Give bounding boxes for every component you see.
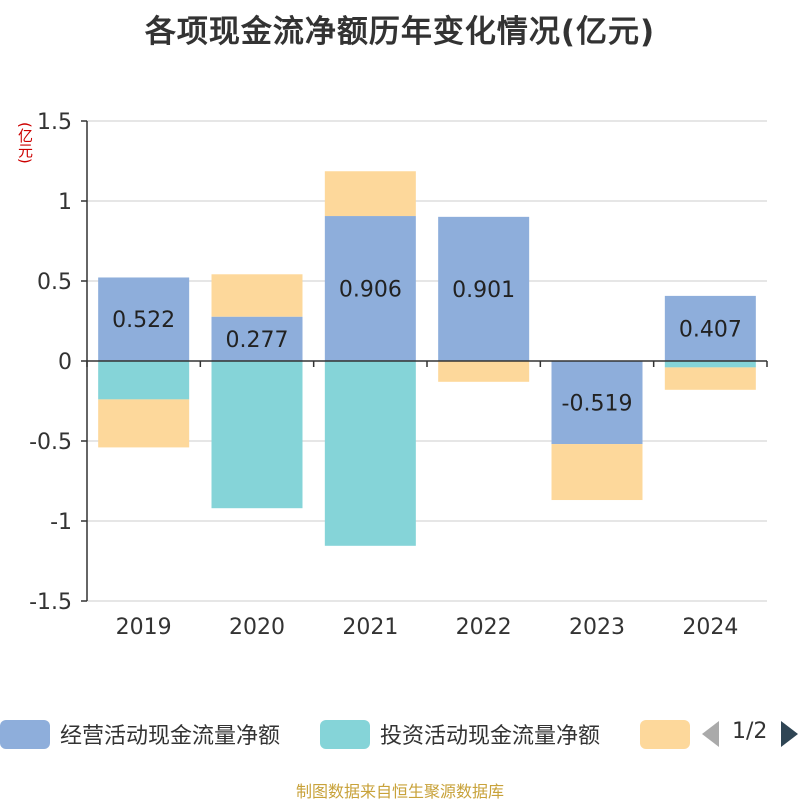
bar-2024-series-0 bbox=[664, 295, 756, 361]
pager-next-icon[interactable] bbox=[781, 721, 798, 747]
bar-2021-series-1 bbox=[324, 361, 416, 546]
bar-2022-series-2 bbox=[438, 361, 530, 382]
bar-2022-series-0 bbox=[438, 216, 530, 361]
source-note: 制图数据来自恒生聚源数据库 bbox=[295, 782, 504, 801]
legend-swatch-financing bbox=[640, 719, 690, 749]
data-label: 0.901 bbox=[452, 278, 515, 303]
data-label: -0.519 bbox=[562, 392, 633, 417]
legend-swatch-operating bbox=[0, 719, 50, 749]
data-label: 0.522 bbox=[112, 308, 175, 333]
bar-2020-series-0 bbox=[211, 316, 303, 361]
data-label: 0.407 bbox=[679, 317, 742, 342]
pager-prev-icon[interactable] bbox=[702, 721, 719, 747]
y-tick-label: -0.5 bbox=[29, 430, 72, 455]
x-tick-label: 2024 bbox=[682, 615, 738, 640]
legend-item-operating[interactable]: 经营活动现金流量净额 bbox=[0, 716, 280, 752]
x-tick-label: 2022 bbox=[456, 615, 512, 640]
bar-2024-series-1 bbox=[664, 361, 756, 368]
legend-item-financing[interactable] bbox=[640, 716, 700, 752]
legend-label-investing: 投资活动现金流量净额 bbox=[380, 724, 601, 749]
bar-2021-series-0 bbox=[324, 216, 416, 361]
data-label: 0.906 bbox=[339, 278, 402, 303]
bar-2020-series-2 bbox=[211, 274, 303, 317]
y-tick-label: 1.5 bbox=[37, 110, 72, 135]
bar-2019-series-0 bbox=[98, 277, 190, 361]
y-tick-label: -1.5 bbox=[29, 590, 72, 615]
y-axis-unit-label: (亿元) bbox=[16, 122, 34, 164]
pager-text: 1/2 bbox=[732, 719, 768, 744]
legend-item-investing[interactable]: 投资活动现金流量净额 bbox=[320, 716, 600, 752]
bar-2023-series-0 bbox=[551, 361, 643, 445]
bar-2024-series-2 bbox=[664, 367, 756, 390]
legend-pager: 1/2 bbox=[700, 716, 800, 752]
bar-2020-series-1 bbox=[211, 361, 303, 509]
y-tick-label: 1 bbox=[58, 190, 72, 215]
legend-swatch-investing bbox=[320, 719, 370, 749]
data-label: 0.277 bbox=[226, 328, 289, 353]
bar-2019-series-1 bbox=[98, 361, 190, 400]
bar-2023-series-2 bbox=[551, 444, 643, 501]
x-tick-label: 2019 bbox=[116, 615, 172, 640]
x-tick-label: 2023 bbox=[569, 615, 625, 640]
bar-2021-series-2 bbox=[324, 171, 416, 217]
chart-area: -1.5 -1 -0.5 0 0.5 1 1.5 2019 2020 2021 2022 2023 20… bbox=[29, 110, 768, 640]
y-tick-label: 0 bbox=[58, 350, 72, 375]
legend: 经营活动现金流量净额 投资活动现金流量净额 bbox=[0, 716, 800, 752]
x-tick-label: 2020 bbox=[229, 615, 285, 640]
legend-label-operating: 经营活动现金流量净额 bbox=[60, 724, 281, 749]
chart-title: 各项现金流净额历年变化情况(亿元) bbox=[144, 14, 656, 50]
x-tick-label: 2021 bbox=[342, 615, 398, 640]
y-tick-label: 0.5 bbox=[37, 270, 72, 295]
bar-2019-series-2 bbox=[98, 399, 190, 448]
y-tick-label: -1 bbox=[50, 510, 72, 535]
